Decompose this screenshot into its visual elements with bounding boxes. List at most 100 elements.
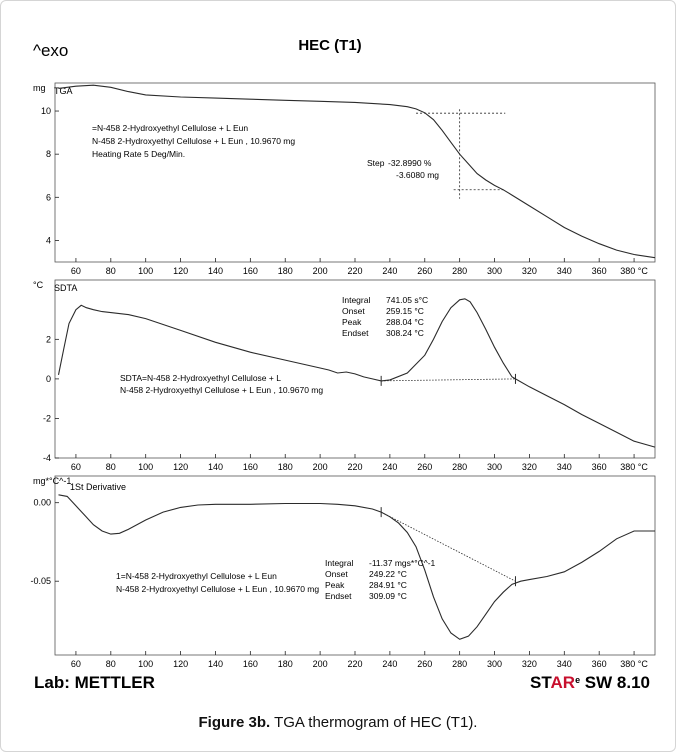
y-tick-label: 8	[46, 149, 51, 159]
lab-label: Lab: METTLER	[34, 673, 155, 692]
integration-value: 284.91 °C	[369, 580, 407, 590]
sample-annotation: SDTA=N-458 2-Hydroxyethyl Cellulose + L	[120, 373, 281, 383]
integration-value: 288.04 °C	[386, 317, 424, 327]
step-mass: -3.6080 mg	[396, 170, 439, 180]
x-tick-label: 320	[522, 659, 537, 669]
figure-caption: Figure 3b. TGA thermogram of HEC (T1).	[198, 714, 478, 731]
sample-annotation: 1=N-458 2-Hydroxyethyl Cellulose + L Eun	[116, 571, 277, 581]
y-tick-label: 2	[46, 334, 51, 344]
x-tick-label: 220	[347, 462, 362, 472]
x-tick-label: 280	[452, 659, 467, 669]
exo-label: ^exo	[33, 41, 68, 60]
x-tick-label: 60	[71, 266, 81, 276]
x-tick-label: 140	[208, 266, 223, 276]
y-axis-unit: mg*°C^-1	[33, 476, 71, 486]
tga-panel: mg TGA 60 80 100 120 140 160 180 200 220 240 260 280 3…	[33, 82, 656, 276]
x-tick-label: 160	[243, 659, 258, 669]
x-tick-label: 140	[208, 659, 223, 669]
x-tick-label: 160	[243, 462, 258, 472]
x-tick-label: 60	[71, 462, 81, 472]
panel-title: TGA	[54, 86, 73, 96]
x-tick-label: 340	[557, 659, 572, 669]
x-tick-label: 240	[382, 659, 397, 669]
x-tick-label: 120	[173, 266, 188, 276]
step-percent: -32.8990 %	[388, 158, 432, 168]
x-tick-label: 380 °C	[620, 659, 648, 669]
sample-annotation: =N-458 2-Hydroxyethyl Cellulose + L Eun	[92, 123, 248, 133]
integration-value: 309.09 °C	[369, 591, 407, 601]
x-tick-label: 60	[71, 659, 81, 669]
x-tick-label: 80	[106, 659, 116, 669]
integration-label: Peak	[342, 317, 362, 327]
x-tick-label: 340	[557, 266, 572, 276]
integration-baseline	[381, 378, 516, 382]
data-curve	[58, 84, 656, 259]
x-tick-label: 180	[278, 266, 293, 276]
x-tick-label: 100	[138, 659, 153, 669]
panel-border	[54, 82, 656, 263]
x-tick-label: 200	[313, 266, 328, 276]
sample-annotation: Heating Rate 5 Deg/Min.	[92, 149, 185, 159]
data-curve	[58, 494, 655, 640]
panel-title: SDTA	[54, 283, 77, 293]
x-tick-label: 220	[347, 659, 362, 669]
x-tick-label: 320	[522, 266, 537, 276]
x-tick-label: 120	[173, 462, 188, 472]
x-tick-label: 360	[592, 462, 607, 472]
y-tick-label: 10	[41, 106, 51, 116]
integration-label: Onset	[342, 306, 365, 316]
sample-annotation: N-458 2-Hydroxyethyl Cellulose + L Eun ,…	[92, 136, 295, 146]
x-tick-label: 220	[347, 266, 362, 276]
x-tick-label: 200	[313, 462, 328, 472]
x-tick-label: 100	[138, 266, 153, 276]
panel-border	[54, 475, 656, 656]
x-tick-label: 260	[417, 266, 432, 276]
x-tick-label: 280	[452, 462, 467, 472]
x-tick-label: 260	[417, 659, 432, 669]
x-tick-label: 180	[278, 659, 293, 669]
figure-title: HEC (T1)	[298, 37, 361, 54]
integration-value: 741.05 s°C	[386, 295, 428, 305]
x-tick-label: 160	[243, 266, 258, 276]
y-tick-label: -2	[43, 413, 51, 423]
x-tick-label: 360	[592, 659, 607, 669]
software-label: STARe SW 8.10	[530, 673, 650, 692]
y-tick-label: -4	[43, 453, 51, 463]
x-tick-label: 280	[452, 266, 467, 276]
x-tick-label: 200	[313, 659, 328, 669]
x-tick-label: 320	[522, 462, 537, 472]
x-tick-label: 120	[173, 659, 188, 669]
y-tick-label: 0	[46, 374, 51, 384]
x-tick-label: 240	[382, 266, 397, 276]
sample-annotation: N-458 2-Hydroxyethyl Cellulose + L Eun ,…	[116, 584, 319, 594]
x-tick-label: 360	[592, 266, 607, 276]
integration-value: 259.15 °C	[386, 306, 424, 316]
integration-value: -11.37 mgs*°C^-1	[369, 558, 436, 568]
y-axis-unit: mg	[33, 83, 46, 93]
x-tick-label: 380 °C	[620, 266, 648, 276]
x-tick-label: 300	[487, 659, 502, 669]
step-label: Step	[367, 158, 385, 168]
x-tick-label: 140	[208, 462, 223, 472]
x-tick-label: 80	[106, 266, 116, 276]
integration-label: Onset	[325, 569, 348, 579]
x-tick-label: 380 °C	[620, 462, 648, 472]
x-tick-label: 340	[557, 462, 572, 472]
x-tick-label: 240	[382, 462, 397, 472]
sdta-panel: °C SDTA 60 80 100 120 140 160 180 200 220 240 260 280…	[33, 279, 656, 472]
y-tick-label: 0.00	[33, 498, 51, 508]
x-tick-label: 300	[487, 266, 502, 276]
integration-label: Integral	[325, 558, 353, 568]
integration-label: Endset	[325, 591, 352, 601]
x-tick-label: 80	[106, 462, 116, 472]
y-axis-unit: °C	[33, 280, 44, 290]
integration-label: Peak	[325, 580, 345, 590]
integration-label: Endset	[342, 328, 369, 338]
y-tick-label: 6	[46, 192, 51, 202]
integration-baseline	[380, 511, 516, 582]
x-tick-label: 300	[487, 462, 502, 472]
x-tick-label: 260	[417, 462, 432, 472]
